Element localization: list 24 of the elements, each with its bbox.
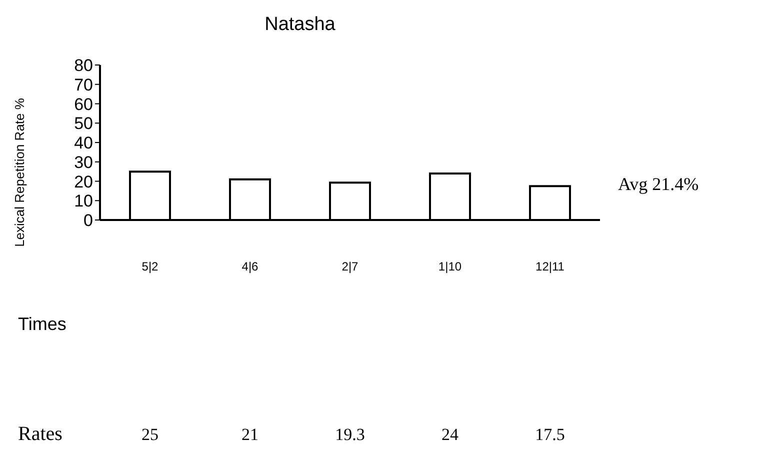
x-tick-label: 4|6 — [242, 260, 259, 274]
y-tick-label: 10 — [74, 192, 93, 211]
data-label: 19.3 — [335, 425, 365, 444]
x-tick-label: 12|11 — [536, 260, 565, 274]
x-axis-title: Times — [18, 314, 66, 334]
x-tick-label: 2|7 — [342, 260, 359, 274]
y-tick-label: 40 — [74, 134, 93, 153]
y-tick-label: 80 — [74, 56, 93, 76]
data-label: 25 — [142, 425, 158, 444]
y-tick-label: 20 — [74, 172, 93, 192]
y-tick-label: 70 — [74, 75, 93, 94]
x-tick-label: 5|2 — [142, 260, 159, 274]
data-label: 21 — [242, 425, 258, 444]
chart-title: Natasha — [264, 14, 336, 35]
text: Avg 21.4% — [618, 174, 699, 194]
y-tick-label: 30 — [74, 152, 93, 172]
text: Rates — [18, 423, 63, 445]
data-label: 17.5 — [535, 425, 565, 444]
y-axis-title: Lexical Repetition Rate % — [12, 98, 27, 247]
y-tick-label: 60 — [74, 94, 93, 114]
data-label: 24 — [442, 425, 459, 444]
y-tick-label: 50 — [74, 114, 93, 134]
x-tick-label: 1|10 — [438, 260, 462, 274]
y-tick-label: 0 — [84, 211, 93, 230]
